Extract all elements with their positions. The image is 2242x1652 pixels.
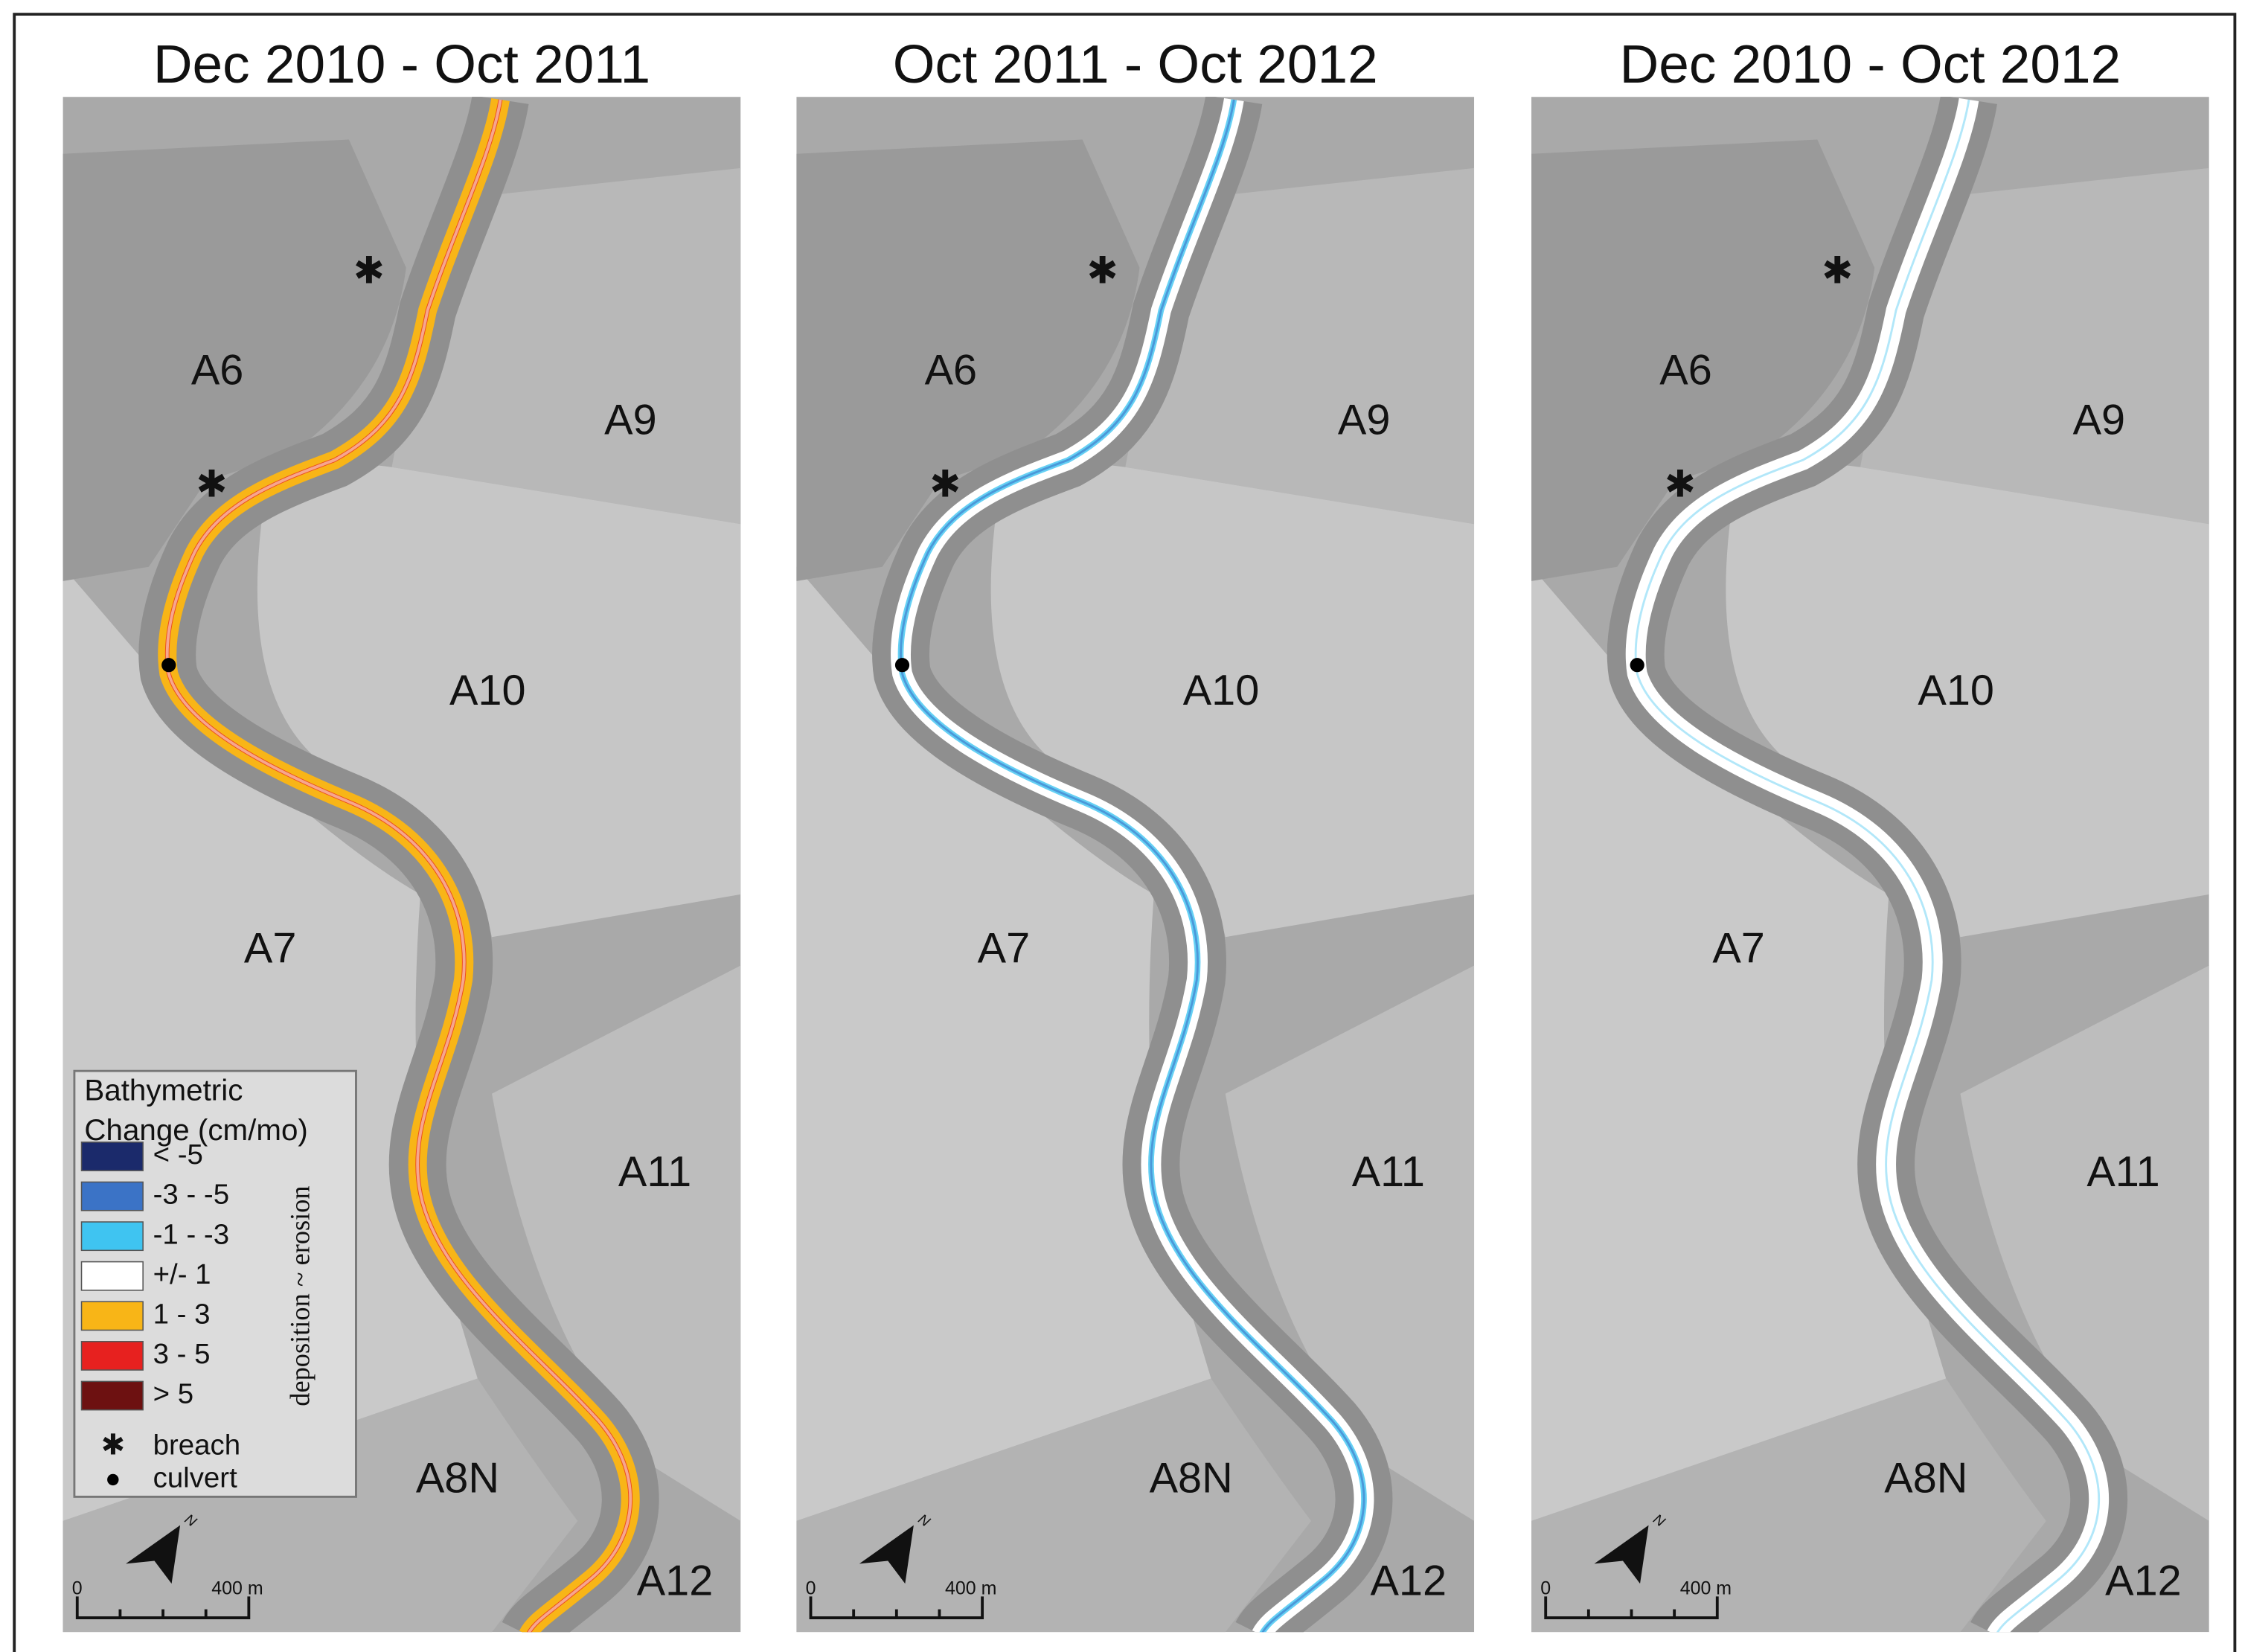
legend-swatch	[82, 1381, 144, 1409]
culvert-symbol	[1630, 658, 1644, 672]
legend-label: +/- 1	[153, 1258, 211, 1290]
pond-label: A9	[2073, 397, 2126, 444]
pond-label: A7	[244, 925, 297, 973]
legend-symbol-label: culvert	[153, 1462, 238, 1494]
pond-label: A11	[618, 1148, 691, 1196]
pond-label: A11	[1352, 1148, 1425, 1196]
legend-side-label: deposition ~ erosion	[286, 1185, 316, 1406]
pond-label: A7	[1712, 925, 1765, 973]
legend-swatch	[82, 1142, 144, 1171]
pond-label: A8N	[1884, 1455, 1967, 1502]
pond-label: A12	[1370, 1557, 1447, 1604]
legend-label: 1 - 3	[153, 1299, 211, 1331]
breach-symbol: ✱	[1822, 250, 1853, 292]
culvert-symbol	[107, 1474, 118, 1485]
breach-symbol: ✱	[101, 1430, 125, 1461]
legend-swatch	[82, 1342, 144, 1370]
panel-title: Dec 2010 - Oct 2011	[153, 34, 650, 95]
breach-symbol: ✱	[196, 464, 227, 505]
pond-label: A9	[1338, 397, 1391, 444]
pond-label: A6	[191, 347, 244, 394]
pond-label: A12	[2105, 1557, 2182, 1604]
pond-label: A8N	[416, 1455, 499, 1502]
legend-label: 3 - 5	[153, 1338, 211, 1370]
pond-label: A12	[637, 1557, 714, 1604]
legend-label: < -5	[153, 1139, 203, 1171]
legend-symbol-label: breach	[153, 1430, 240, 1461]
legend-swatch	[82, 1262, 144, 1290]
figure: Dec 2010 - Oct 2011 ✱ ✱ A6 A9 A10 A7 A11 A8N A12 0…	[0, 0, 2242, 1652]
panel-title: Dec 2010 - Oct 2012	[1620, 34, 2121, 95]
pond-label: A11	[2086, 1148, 2159, 1196]
scale-end: 400 m	[1680, 1578, 1732, 1598]
pond-label: A10	[1183, 667, 1260, 714]
pond-label: A7	[978, 925, 1031, 973]
page: {"panels": [ {"title": "Dec 2010 - Oct 2…	[0, 0, 2242, 1652]
culvert-symbol	[895, 658, 909, 672]
scale-start: 0	[72, 1578, 83, 1598]
scale-end: 400 m	[945, 1578, 996, 1598]
breach-symbol: ✱	[929, 464, 961, 505]
scale-end: 400 m	[211, 1578, 263, 1598]
pond-label: A10	[449, 667, 526, 714]
pond-label: A8N	[1150, 1455, 1233, 1502]
pond-label: A9	[604, 397, 657, 444]
culvert-symbol	[161, 658, 176, 672]
legend-label: > 5	[153, 1378, 193, 1410]
breach-symbol: ✱	[353, 250, 385, 292]
scale-start: 0	[806, 1578, 816, 1598]
legend-swatch	[82, 1302, 144, 1330]
pond-label: A6	[925, 347, 978, 394]
legend-label: -3 - -5	[153, 1179, 229, 1211]
legend-swatch	[82, 1182, 144, 1210]
legend-title: Bathymetric	[84, 1074, 243, 1107]
scale-start: 0	[1540, 1578, 1551, 1598]
pond-label: A6	[1659, 347, 1712, 394]
legend-swatch	[82, 1222, 144, 1250]
legend-label: -1 - -3	[153, 1218, 229, 1250]
breach-symbol: ✱	[1087, 250, 1118, 292]
pond-label: A10	[1918, 667, 1994, 714]
breach-symbol: ✱	[1665, 464, 1696, 505]
panel-title: Oct 2011 - Oct 2012	[893, 34, 1378, 95]
